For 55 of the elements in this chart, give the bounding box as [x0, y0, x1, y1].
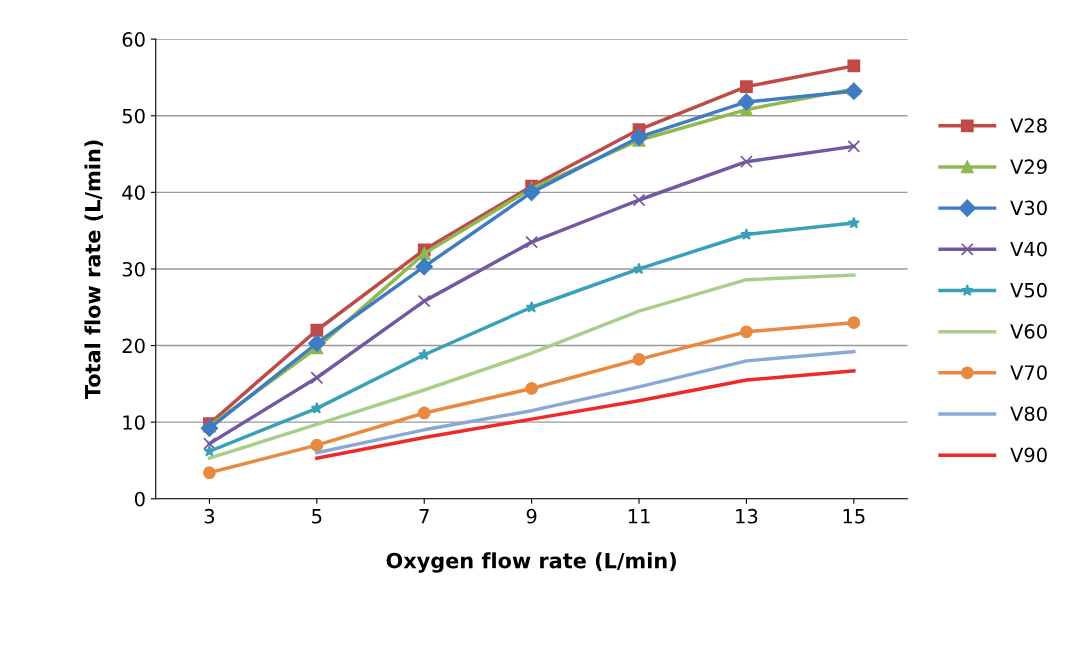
- x-tick-label: 7: [419, 509, 429, 524]
- point: [310, 371, 324, 385]
- point: [740, 80, 753, 94]
- legend-label: V50: [1010, 282, 1047, 298]
- legend-label: V30: [1010, 200, 1047, 216]
- x-tick-label: 11: [628, 509, 650, 524]
- legend-label: V80: [1010, 406, 1047, 422]
- point: [845, 82, 863, 100]
- y-tick-label: 50: [122, 108, 145, 124]
- point: [415, 257, 433, 276]
- legend-label: V40: [1010, 241, 1047, 257]
- point: [417, 247, 431, 261]
- y-tick-label: 20: [122, 338, 145, 354]
- point: [522, 183, 541, 202]
- point: [847, 59, 861, 73]
- x-tick-label: 9: [526, 508, 537, 524]
- y-tick-label: 30: [122, 261, 145, 277]
- point: [740, 325, 753, 339]
- x-tick-label: 15: [843, 509, 865, 524]
- point: [310, 323, 324, 337]
- point: [737, 93, 756, 111]
- y-tick-label: 0: [134, 491, 145, 507]
- point: [310, 438, 324, 452]
- point: [203, 466, 216, 480]
- y-tick-label: 60: [122, 32, 145, 47]
- point: [310, 401, 323, 414]
- point: [740, 228, 753, 240]
- point: [847, 139, 861, 153]
- x-tick-label: 13: [736, 508, 758, 524]
- x-tick-label: 3: [204, 508, 215, 524]
- point: [203, 437, 216, 451]
- y-tick-label: 10: [123, 415, 145, 430]
- point: [632, 193, 646, 207]
- point: [417, 406, 431, 420]
- legend-label: V90: [1010, 447, 1047, 463]
- y-tick-label: 40: [122, 185, 145, 200]
- point: [632, 352, 646, 366]
- x-axis-title: Oxygen flow rate (L/min): [386, 552, 676, 573]
- point: [525, 382, 539, 395]
- line-series: [315, 369, 856, 460]
- point: [200, 419, 219, 437]
- legend-label: V28: [1010, 118, 1047, 133]
- point: [417, 294, 431, 308]
- point: [847, 216, 860, 229]
- point: [308, 334, 326, 352]
- x-tick-label: 5: [312, 509, 322, 524]
- point: [630, 128, 648, 146]
- point: [847, 316, 861, 329]
- point: [418, 348, 431, 361]
- legend-label: V70: [1010, 365, 1047, 380]
- legend-label: V29: [1010, 159, 1047, 175]
- legend-label: V60: [1010, 324, 1047, 339]
- y-axis-title: Total flow rate (L/min): [84, 140, 104, 400]
- point: [525, 235, 539, 249]
- point: [740, 155, 753, 169]
